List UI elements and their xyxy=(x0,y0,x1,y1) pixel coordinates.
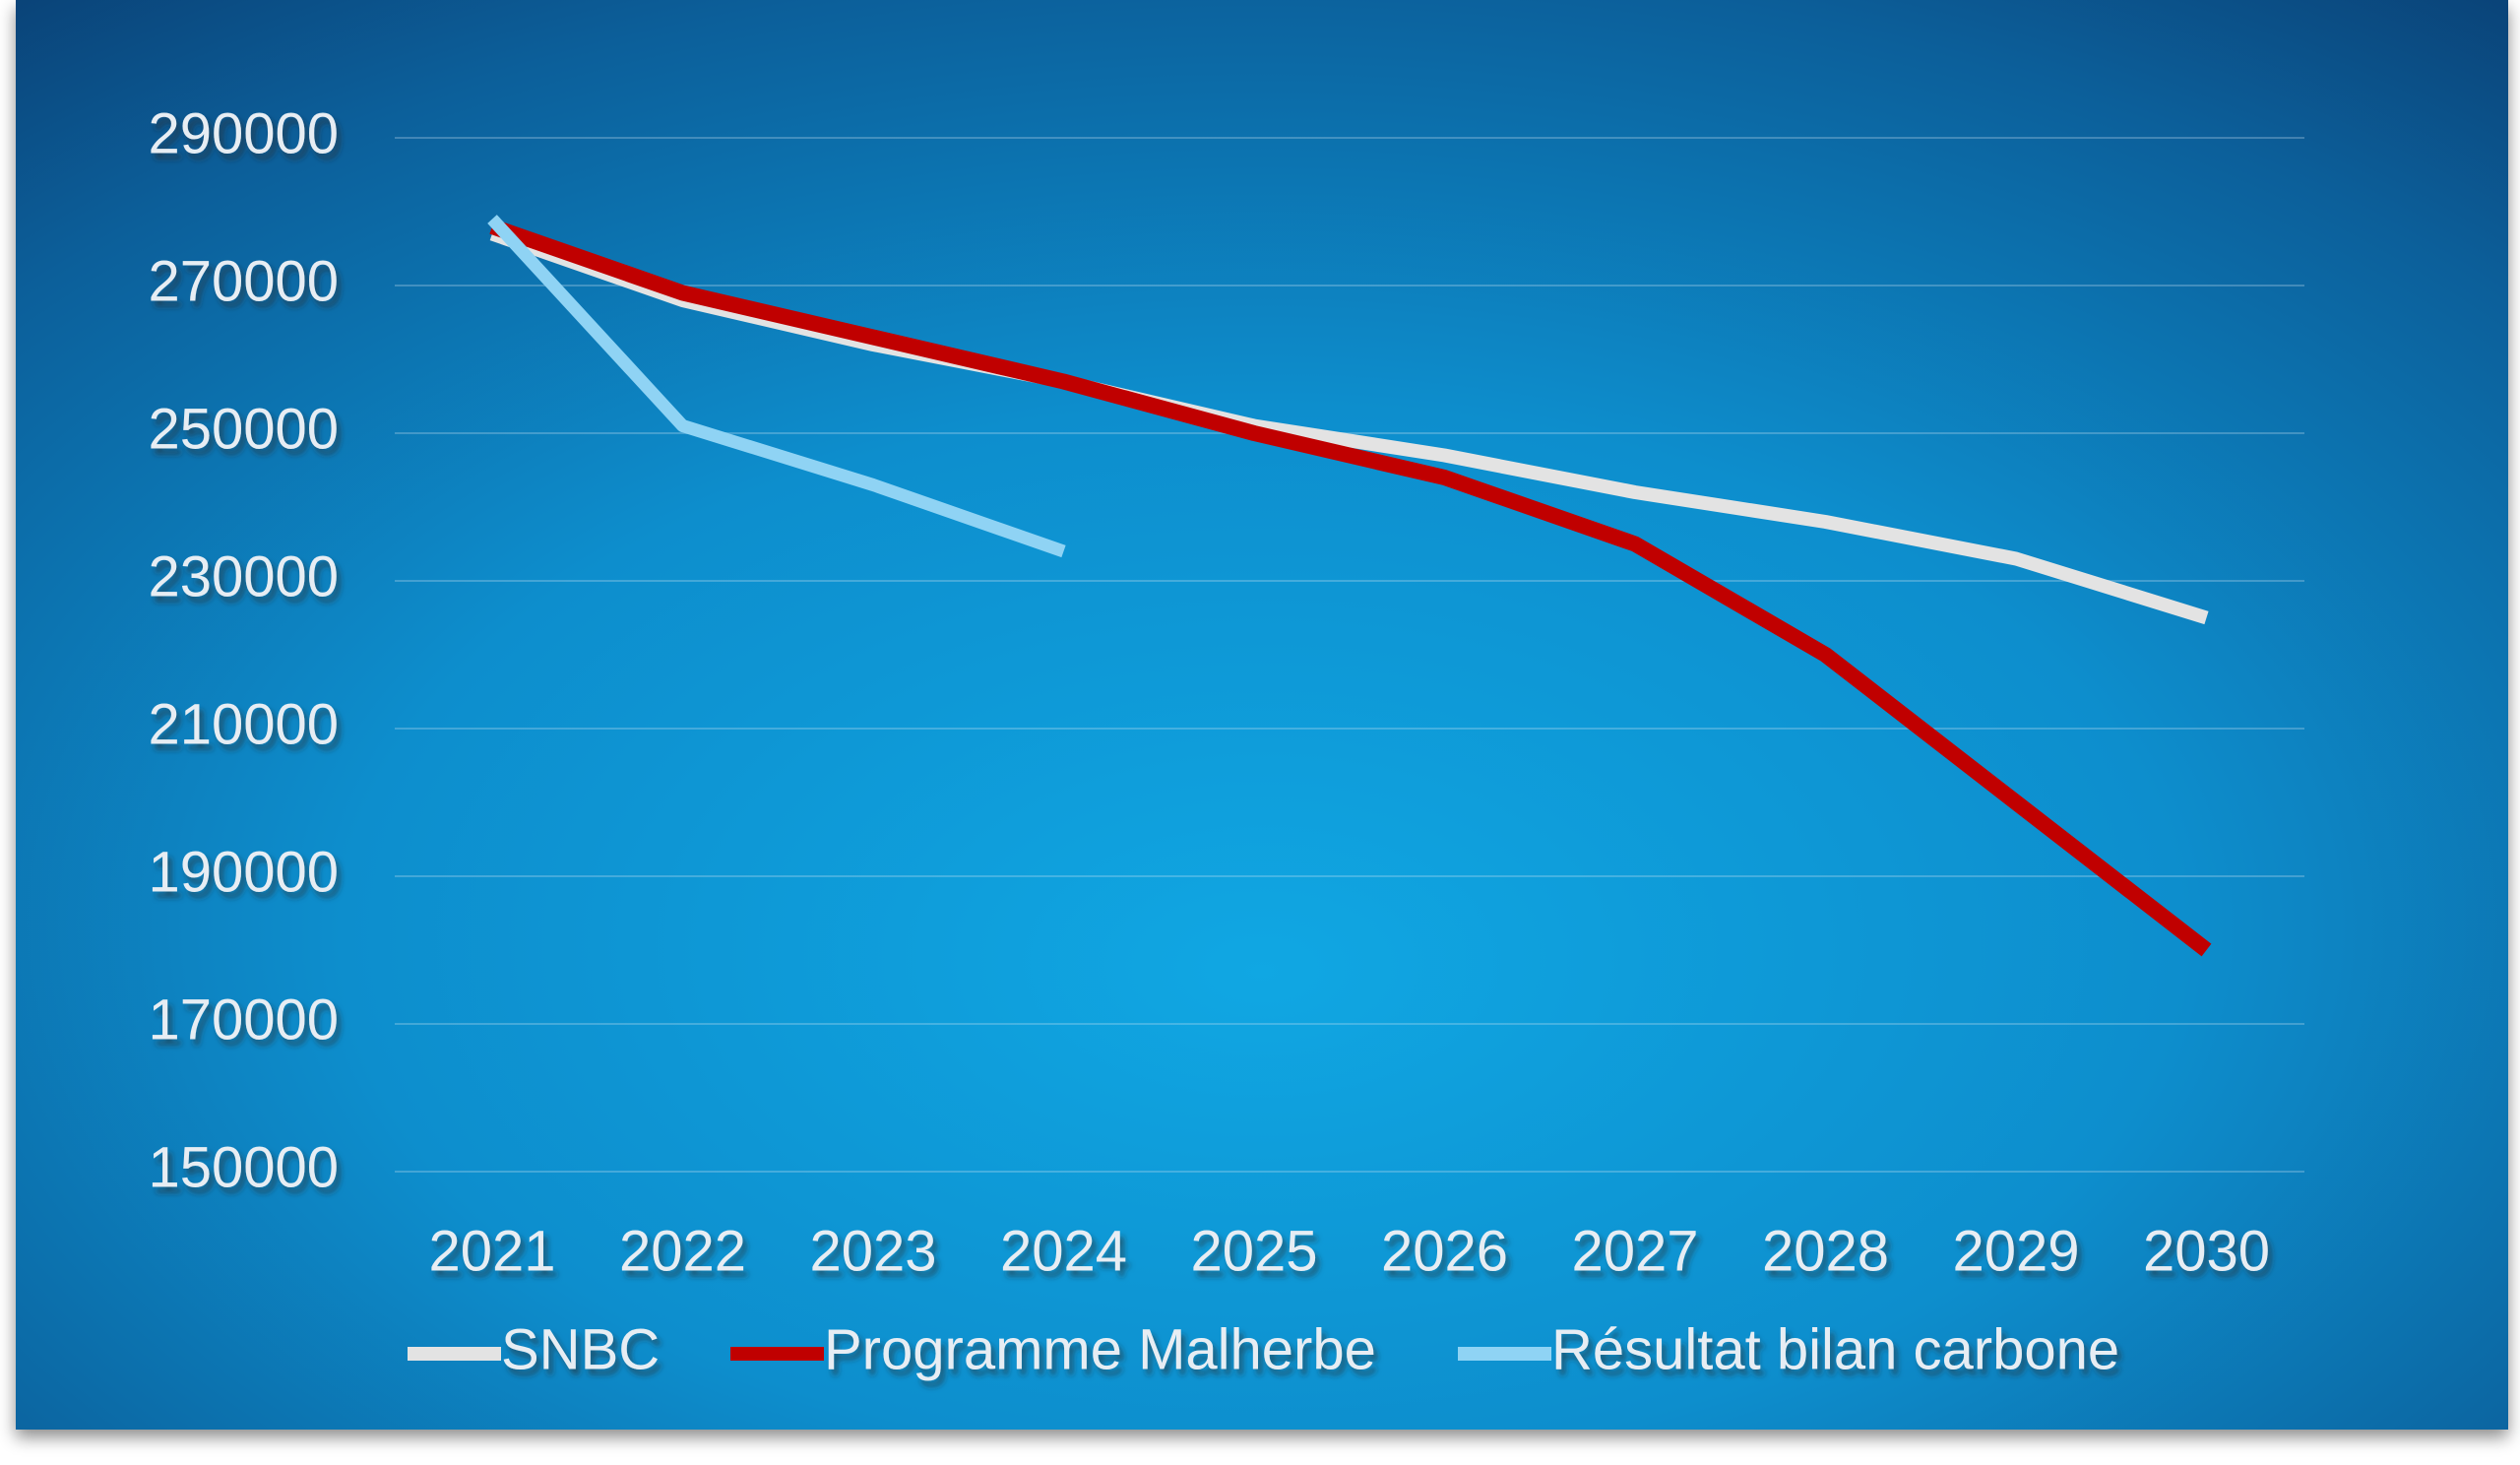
y-axis-ticks: 150000 170000 190000 210000 230000 250000 2700… xyxy=(148,101,339,1199)
series-line-2 xyxy=(487,215,1066,558)
chart-background xyxy=(16,0,2508,1430)
chart-frame: 150000 170000 190000 210000 230000 250000 2700… xyxy=(16,0,2508,1430)
x-tick-label: 2027 xyxy=(1571,1219,1698,1283)
x-tick-label: 2022 xyxy=(619,1219,746,1283)
legend-label-2: Résultat bilan carbone xyxy=(1551,1317,2119,1381)
x-tick-label: 2029 xyxy=(1952,1219,2079,1283)
y-tick-label: 150000 xyxy=(148,1135,339,1199)
y-tick-label: 290000 xyxy=(148,101,339,165)
legend: SNBC Programme Malherbe Résultat bilan car… xyxy=(408,1317,2119,1381)
series-layer xyxy=(487,215,2212,957)
line-chart: 150000 170000 190000 210000 230000 250000 2700… xyxy=(16,0,2508,1430)
x-tick-label: 2026 xyxy=(1381,1219,1508,1283)
legend-label-1: Programme Malherbe xyxy=(824,1317,1376,1381)
y-tick-label: 210000 xyxy=(148,692,339,756)
x-tick-label: 2021 xyxy=(428,1219,555,1283)
y-tick-label: 230000 xyxy=(148,544,339,608)
series-line-1 xyxy=(489,219,2212,957)
legend-label-0: SNBC xyxy=(501,1317,660,1381)
x-tick-label: 2025 xyxy=(1190,1219,1317,1283)
y-tick-label: 270000 xyxy=(148,249,339,313)
x-axis-ticks: 2021 2022 2023 2024 2025 2026 2027 2028 2029 2030 xyxy=(428,1219,2270,1283)
x-tick-label: 2024 xyxy=(1000,1219,1127,1283)
y-tick-label: 190000 xyxy=(148,840,339,904)
x-tick-label: 2028 xyxy=(1762,1219,1889,1283)
x-tick-label: 2030 xyxy=(2143,1219,2270,1283)
y-tick-label: 250000 xyxy=(148,397,339,461)
y-tick-label: 170000 xyxy=(148,987,339,1051)
x-tick-label: 2023 xyxy=(809,1219,936,1283)
